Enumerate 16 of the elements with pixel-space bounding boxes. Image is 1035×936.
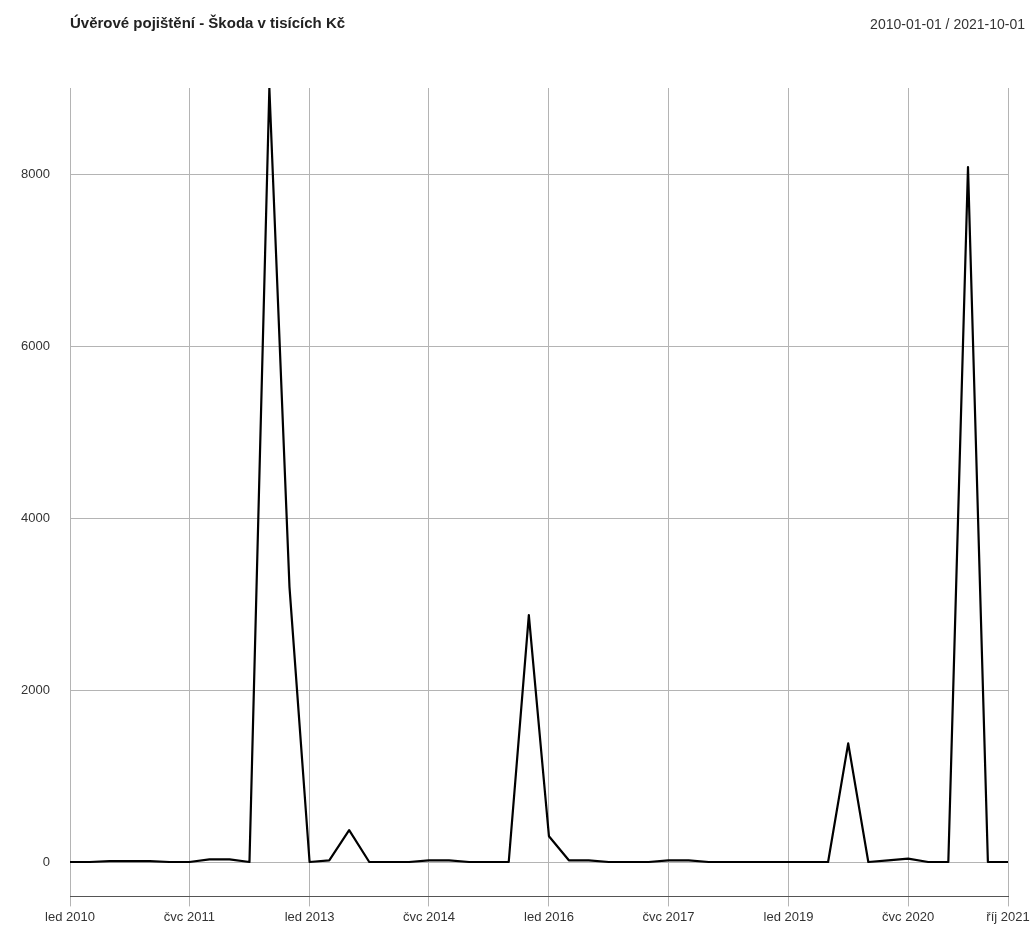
- x-tick-label: led 2019: [763, 908, 814, 924]
- y-tick-label: 2000: [21, 681, 50, 697]
- x-tick-label: čvc 2020: [882, 908, 935, 924]
- chart-title: Úvěrové pojištění - Škoda v tisících Kč: [70, 14, 346, 31]
- x-tick-label: čvc 2011: [163, 908, 215, 924]
- y-tick-label: 8000: [21, 165, 50, 181]
- x-tick-label: led 2010: [45, 908, 95, 924]
- y-tick-label: 4000: [21, 509, 50, 525]
- y-tick-label: 6000: [21, 337, 50, 353]
- chart-subtitle: 2010-01-01 / 2021-10-01: [870, 16, 1025, 32]
- x-tick-label: led 2016: [524, 908, 574, 924]
- x-tick-label: led 2013: [284, 908, 335, 924]
- x-tick-label: čvc 2017: [642, 908, 695, 924]
- x-tick-label: říj 2021: [986, 908, 1030, 924]
- x-tick-label: čvc 2014: [402, 908, 455, 924]
- y-tick-label: 0: [42, 853, 50, 869]
